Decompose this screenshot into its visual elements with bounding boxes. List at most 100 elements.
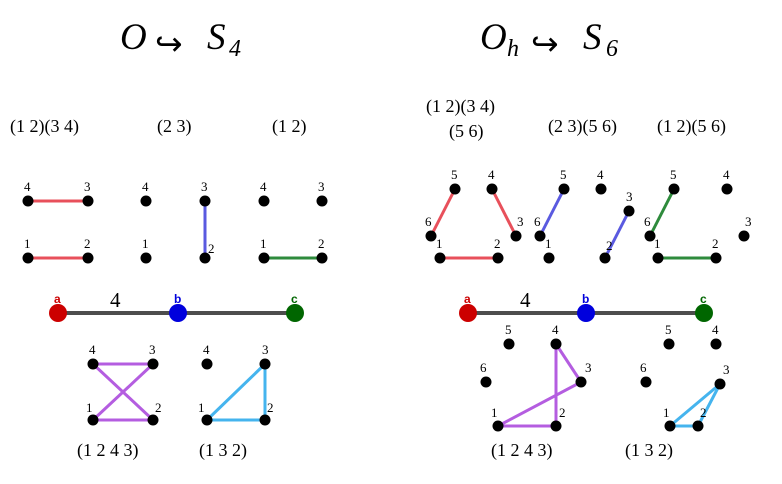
vertex-3 (738, 230, 750, 242)
label-vertex-4: 4 (552, 322, 559, 337)
path-label-a: a (54, 292, 61, 306)
path-label-c: c (700, 292, 707, 306)
label-vertex-4: 4 (203, 342, 210, 357)
label-vertex-4: 4 (24, 179, 31, 194)
vertex-1 (664, 420, 676, 432)
left-permutation-1: (1 2)(3 4) (10, 116, 79, 136)
vertex-4 (258, 195, 270, 207)
right-gen3-edges (648, 188, 716, 260)
right-gen1-vertices (425, 183, 522, 264)
vertex-3 (623, 205, 635, 217)
label-vertex-4: 4 (142, 179, 149, 194)
label-vertex-4: 4 (723, 167, 730, 182)
right-cycle1-vertices (480, 338, 587, 432)
right-header-group: O (480, 17, 507, 58)
edge-4-3 (490, 188, 518, 237)
label-vertex-3: 3 (517, 214, 524, 229)
right-permutation-3: (1 2)(5 6) (657, 116, 726, 136)
vertex-4 (721, 183, 733, 195)
path-label-b: b (582, 292, 590, 306)
label-vertex-1: 1 (545, 236, 552, 251)
edge-2-3 (603, 210, 631, 259)
edge-4-3 (554, 343, 583, 383)
label-vertex-2: 2 (559, 405, 566, 420)
right-cycle2-edges (669, 382, 722, 428)
label-vertex-4: 4 (260, 179, 267, 194)
label-vertex-2: 2 (155, 400, 162, 415)
label-vertex-1: 1 (491, 405, 498, 420)
label-vertex-1: 1 (86, 400, 93, 415)
left-path-graph (49, 304, 304, 322)
label-vertex-1: 1 (198, 400, 205, 415)
vertex-4 (710, 338, 722, 350)
label-vertex-2: 2 (494, 236, 501, 251)
label-vertex-1: 1 (24, 236, 31, 251)
path-node-a (459, 304, 477, 322)
path-label-c: c (291, 292, 298, 306)
right-gen2-vertices (534, 183, 635, 264)
label-vertex-5: 5 (670, 167, 677, 182)
right-cycle-caption-1: (1 2 4 3) (491, 440, 553, 460)
label-vertex-6: 6 (480, 360, 487, 375)
vertex-3 (714, 378, 726, 390)
path-weight-label: 4 (110, 288, 121, 312)
vertex-5 (503, 338, 515, 350)
label-vertex-2: 2 (318, 236, 325, 251)
left-header-arrow-icon: ↪ (155, 27, 183, 63)
edge-1-3 (669, 382, 721, 428)
vertex-3 (259, 358, 271, 370)
vertex-1 (492, 420, 504, 432)
right-header-arrow-icon: ↪ (531, 27, 559, 63)
vertex-5 (663, 338, 675, 350)
vertex-2 (199, 252, 211, 264)
vertex-6 (644, 230, 656, 242)
label-vertex-3: 3 (723, 362, 730, 377)
label-vertex-6: 6 (425, 214, 432, 229)
label-vertex-4: 4 (89, 342, 96, 357)
label-vertex-3: 3 (84, 179, 91, 194)
vertex-3 (575, 376, 587, 388)
label-vertex-2: 2 (700, 405, 707, 420)
left-cycle1-edges (91, 362, 155, 422)
label-vertex-1: 1 (260, 236, 267, 251)
edge-6-5 (538, 188, 566, 237)
left-permutation-2: (2 3) (157, 116, 192, 136)
label-vertex-6: 6 (534, 214, 541, 229)
vertex-2 (259, 414, 271, 426)
vertex-1 (434, 252, 446, 264)
edge-6-5 (429, 188, 457, 237)
right-cycle2-vertices (640, 338, 726, 432)
label-vertex-2: 2 (606, 238, 613, 253)
label-vertex-6: 6 (644, 214, 651, 229)
label-vertex-1: 1 (142, 236, 149, 251)
vertex-2 (316, 252, 328, 264)
left-cycle2-vertices (201, 358, 271, 426)
path-node-a (49, 304, 67, 322)
vertex-3 (82, 195, 94, 207)
label-vertex-2: 2 (267, 400, 274, 415)
vertex-2 (492, 252, 504, 264)
vertex-4 (87, 358, 99, 370)
left-gen1-vertices (22, 195, 94, 264)
right-gen1-edges (429, 188, 518, 260)
left-cycle-caption-2: (1 3 2) (199, 440, 247, 460)
label-vertex-3: 3 (585, 360, 592, 375)
vertex-2 (550, 420, 562, 432)
left-header-target-subscript: 4 (229, 36, 241, 62)
path-weight-label: 4 (520, 288, 531, 312)
vertex-1 (140, 252, 152, 264)
vertex-5 (449, 183, 461, 195)
edge-1-3 (91, 362, 155, 422)
path-node-c (286, 304, 304, 322)
right-cycle1-edges (497, 343, 583, 428)
vertex-4 (595, 183, 607, 195)
vertex-3 (316, 195, 328, 207)
vertex-2 (147, 414, 159, 426)
vertex-6 (480, 376, 492, 388)
label-vertex-5: 5 (560, 167, 567, 182)
vertex-1 (258, 252, 270, 264)
label-vertex-4: 4 (712, 322, 719, 337)
label-vertex-4: 4 (488, 167, 495, 182)
left-header-target: S (207, 17, 226, 58)
